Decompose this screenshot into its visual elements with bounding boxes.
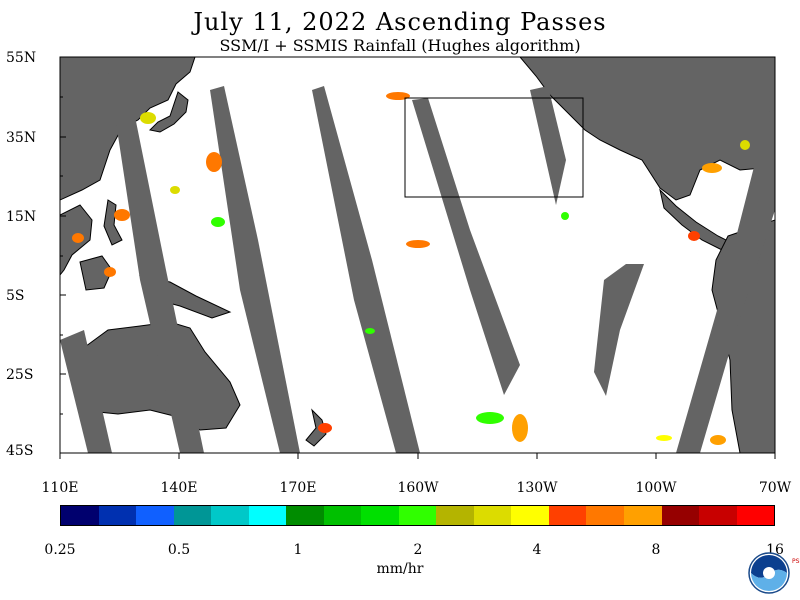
colorbar-swatch xyxy=(98,506,137,525)
colorbar-label: 4 xyxy=(532,542,542,558)
colorbar-swatch xyxy=(286,506,324,525)
lon-label-100w: 100W xyxy=(635,480,677,496)
rain-patch xyxy=(72,233,84,243)
rain-patch xyxy=(211,217,225,227)
colorbar-label: 0.5 xyxy=(167,542,191,558)
lat-label-15n: 15N xyxy=(6,209,37,225)
noaa-logo-icon xyxy=(748,552,790,594)
colorbar-swatch xyxy=(511,506,549,525)
colorbar-swatch xyxy=(398,506,437,525)
axis-ticks xyxy=(59,56,776,459)
lat-label-55n: 55N xyxy=(6,50,37,66)
land-borneo xyxy=(79,255,113,291)
rain-patch xyxy=(561,212,569,220)
lon-label-170e: 170E xyxy=(279,480,317,496)
colorbar-swatch xyxy=(473,506,512,525)
rain-patch xyxy=(702,163,722,173)
colorbar-swatch xyxy=(211,506,249,525)
land-asia xyxy=(60,57,196,201)
colorbar-swatch xyxy=(661,506,700,525)
colorbar-swatch xyxy=(136,506,174,525)
lat-label-35n: 35N xyxy=(6,130,37,146)
colorbar-swatch xyxy=(699,506,737,525)
colorbar-label: 2 xyxy=(413,542,423,558)
rain-patch xyxy=(710,435,726,445)
swath-2 xyxy=(60,330,112,453)
rain-patch xyxy=(104,267,116,277)
lon-label-130w: 130W xyxy=(516,480,558,496)
colorbar-swatch xyxy=(436,506,474,525)
rain-patch xyxy=(365,328,375,334)
rain-patch xyxy=(386,92,410,100)
lat-label-5s: 5S xyxy=(6,288,25,304)
colorbar-swatch xyxy=(736,506,775,525)
region-box xyxy=(404,97,584,198)
rain-patch xyxy=(656,435,672,441)
colorbar-label: 8 xyxy=(651,542,661,558)
map-subtitle: SSM/I + SSMIS Rainfall (Hughes algorithm… xyxy=(219,36,581,55)
swath-7 xyxy=(594,264,644,396)
lon-label-70w: 70W xyxy=(758,480,792,496)
colorbar-label: 0.25 xyxy=(44,542,76,558)
rain-patch xyxy=(740,140,750,150)
land-philippines xyxy=(103,199,123,246)
rain-patch xyxy=(140,112,156,124)
land-new-zealand xyxy=(305,408,327,447)
psl-mark: PSL xyxy=(792,558,800,565)
lat-label-45s: 45S xyxy=(6,443,34,459)
lon-label-160w: 160W xyxy=(397,480,439,496)
swath-5 xyxy=(412,98,520,395)
rain-patch xyxy=(688,231,700,241)
swath-1 xyxy=(108,62,204,453)
rain-patch xyxy=(476,412,504,424)
swath-6 xyxy=(530,86,566,205)
rain-patch xyxy=(114,209,130,221)
rain-patch xyxy=(170,186,180,194)
swath-4 xyxy=(312,86,420,453)
colorbar-swatch xyxy=(248,506,287,525)
swath-3 xyxy=(210,86,300,453)
lat-label-25s: 25S xyxy=(6,367,34,383)
no-data-swaths xyxy=(60,62,775,453)
rain-patch xyxy=(206,152,222,172)
map-title: July 11, 2022 Ascending Passes xyxy=(193,8,607,36)
swath-8 xyxy=(676,110,775,453)
colorbar-swatch xyxy=(548,506,587,525)
colorbar-swatch xyxy=(586,506,624,525)
colorbar-swatch xyxy=(361,506,399,525)
units-label: mm/hr xyxy=(376,561,424,577)
colorbar xyxy=(60,505,775,526)
colorbar-swatch xyxy=(323,506,362,525)
rain-patch xyxy=(512,414,528,442)
rain-patch xyxy=(406,240,430,248)
land-japan xyxy=(148,91,189,133)
rain-patch xyxy=(318,423,332,433)
colorbar-swatch xyxy=(61,506,99,525)
lon-label-110e: 110E xyxy=(41,480,79,496)
colorbar-swatch xyxy=(623,506,662,525)
rain-patches xyxy=(72,92,750,445)
lon-label-140e: 140E xyxy=(160,480,198,496)
colorbar-label: 1 xyxy=(293,542,303,558)
colorbar-swatch xyxy=(173,506,212,525)
